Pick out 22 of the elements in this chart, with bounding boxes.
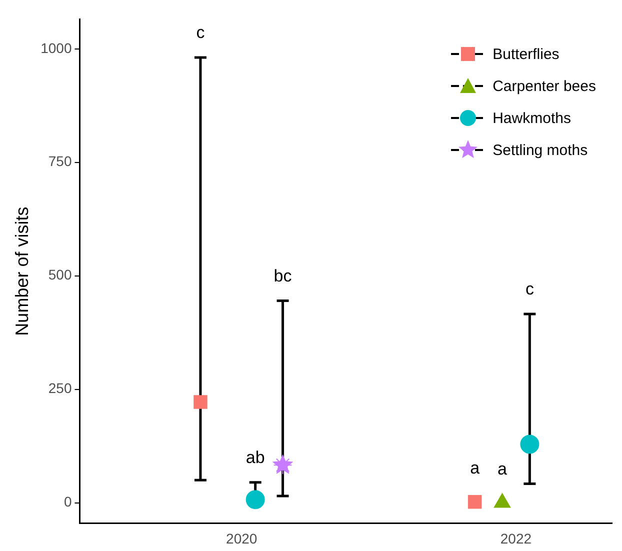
y-tick-label: 250: [48, 380, 72, 396]
y-tick-label: 500: [48, 266, 72, 283]
legend-label: Hawkmoths: [492, 110, 571, 126]
x-tick-label: 2020: [226, 530, 258, 546]
annotation: bc: [274, 266, 292, 286]
annotation: ab: [246, 448, 265, 468]
point: [468, 495, 482, 509]
y-axis-title: Number of visits: [12, 206, 32, 336]
annotation: a: [470, 458, 480, 478]
y-tick-label: 1000: [40, 40, 72, 56]
point: [194, 395, 208, 409]
legend-label: Carpenter bees: [492, 78, 596, 94]
annotation: a: [498, 459, 508, 478]
y-tick-label: 0: [64, 494, 72, 510]
point: [246, 490, 265, 510]
annotation: c: [525, 280, 534, 299]
legend-label: Settling moths: [492, 142, 588, 158]
annotation: c: [196, 23, 206, 42]
legend-label: Butterflies: [492, 46, 560, 62]
y-tick-label: 750: [48, 153, 72, 170]
point: [520, 434, 540, 454]
x-tick-label: 2022: [500, 530, 532, 546]
